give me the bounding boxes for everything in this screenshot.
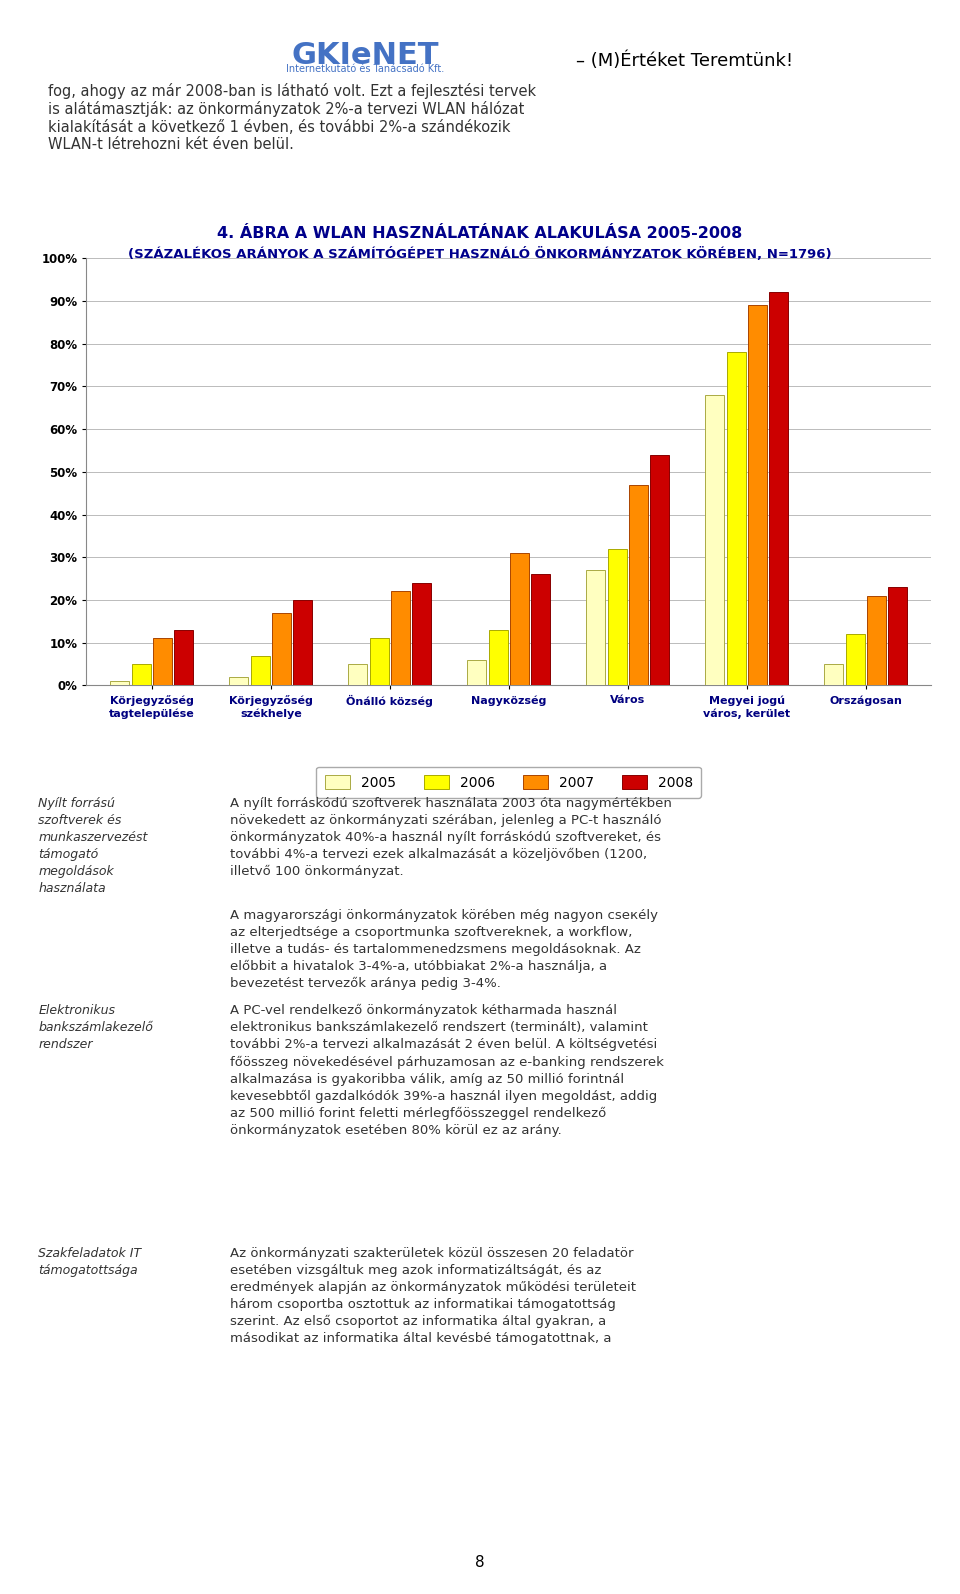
Legend: 2005, 2006, 2007, 2008: 2005, 2006, 2007, 2008 <box>317 767 701 799</box>
Text: Elektronikus
bankszámlakezelő
rendszer: Elektronikus bankszámlakezelő rendszer <box>38 1004 154 1050</box>
Text: 8: 8 <box>475 1556 485 1570</box>
Text: A PC-vel rendelkező önkormányzatok kétharmada használ
elektronikus bankszámlakez: A PC-vel rendelkező önkormányzatok kétha… <box>230 1004 664 1137</box>
Text: Az önkormányzati szakterületek közül összesen 20 feladatör
esetében vizsgáltuk m: Az önkormányzati szakterületek közül öss… <box>230 1247 636 1345</box>
Bar <box>489 630 508 685</box>
Text: Szakfeladatok IT
támogatottsága: Szakfeladatok IT támogatottsága <box>38 1247 141 1277</box>
Bar <box>391 591 410 685</box>
Bar <box>867 596 886 685</box>
Bar <box>888 587 907 685</box>
Bar <box>370 639 389 685</box>
Text: A magyarországi önkormányzatok körében még nagyon cseкély
az elterjedtsége a cso: A magyarországi önkormányzatok körében m… <box>230 909 659 990</box>
Bar <box>510 553 529 685</box>
Bar <box>348 665 368 685</box>
Bar <box>251 655 270 685</box>
Bar <box>748 304 767 685</box>
Text: (SZÁZALÉKOS ARÁNYOK A SZÁMÍTÓGÉPET HASZNÁLÓ ÖNKORMÁNYZATOK KÖRÉBEN, N=1796): (SZÁZALÉKOS ARÁNYOK A SZÁMÍTÓGÉPET HASZN… <box>129 247 831 261</box>
Bar <box>132 665 151 685</box>
Bar <box>468 660 486 685</box>
Bar <box>608 548 627 685</box>
Text: fog, ahogy az már 2008-ban is látható volt. Ezt a fejlesztési tervek
is alátámas: fog, ahogy az már 2008-ban is látható vo… <box>48 83 536 153</box>
Bar <box>229 677 249 685</box>
Text: 4. ÁBRA A WLAN HASZNÁLATÁNAK ALAKULÁSA 2005-2008: 4. ÁBRA A WLAN HASZNÁLATÁNAK ALAKULÁSA 2… <box>217 226 743 241</box>
Bar <box>769 292 788 685</box>
Bar <box>846 634 865 685</box>
Bar <box>824 665 843 685</box>
Bar <box>727 352 746 685</box>
Bar <box>629 485 648 685</box>
Bar <box>175 630 194 685</box>
Bar <box>650 454 669 685</box>
Bar <box>294 599 312 685</box>
Text: GKIeNET: GKIeNET <box>291 41 439 70</box>
Bar <box>272 612 291 685</box>
Bar <box>706 395 724 685</box>
Bar <box>110 681 130 685</box>
Bar <box>532 574 550 685</box>
Text: A nyílt forráskódú szoftverek használata 2003 óta nagymértékben
növekedett az ön: A nyílt forráskódú szoftverek használata… <box>230 797 672 878</box>
Text: Nyílt forrású
szoftverek és
munkaszervezést
támogató
megoldások
használata: Nyílt forrású szoftverek és munkaszervez… <box>38 797 148 894</box>
Bar <box>587 571 605 685</box>
Bar <box>153 639 172 685</box>
Text: Internetkutató és Tanácsadó Kft.: Internetkutató és Tanácsadó Kft. <box>286 64 444 73</box>
Bar <box>413 583 431 685</box>
Text: – (M)Értéket Teremtünk!: – (M)Értéket Teremtünk! <box>576 51 793 70</box>
